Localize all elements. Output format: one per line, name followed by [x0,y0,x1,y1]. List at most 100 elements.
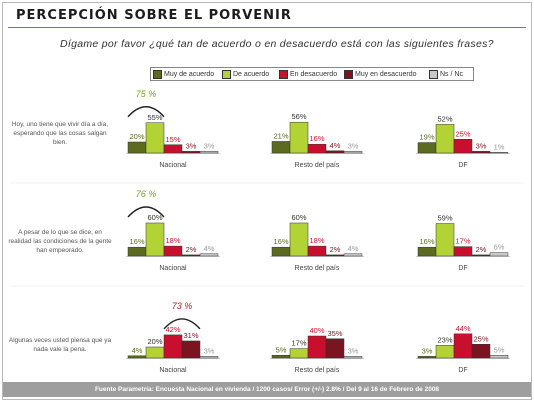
legend-label: Ns / Nc [440,70,463,78]
bar-value-label: 5% [276,345,287,354]
bar-value-label: 42% [165,325,180,334]
bar [471,254,491,257]
bar [289,121,309,154]
bar-value-label: 16% [129,237,144,246]
bar [181,254,201,257]
bar-value-label: 31% [183,331,198,340]
bar-value-label: 5% [494,345,505,354]
bar [271,355,291,359]
group-label: Resto del país [295,367,340,374]
bar [343,151,363,154]
legend-label: Muy en desacuerdo [355,70,417,78]
bar-value-label: 20% [147,337,162,346]
legend-label: En desacuerdo [290,70,338,78]
legend-swatch [222,69,231,79]
legend-item-ns-nc: Ns / Nc [429,69,463,79]
legend-item-de-acuerdo: De acuerdo [222,69,274,79]
group-label: DF [458,162,467,169]
bar-value-label: 16% [309,134,324,143]
bar-value-label: 3% [186,141,197,150]
bar [289,348,309,359]
bar-value-label: 18% [309,236,324,245]
survey-question: Dígame por favor ¿qué tan de acuerdo o e… [60,38,494,50]
bar-value-label: 4% [204,244,215,253]
bar [453,246,473,257]
bar [307,143,327,154]
annotation-arc [127,206,165,218]
annotation-total: 75 % [136,89,157,99]
legend-item-en-desacuerdo: En desacuerdo [279,69,339,79]
bar [199,253,219,257]
annotation-total: 76 % [136,189,157,199]
bar-value-label: 20% [129,132,144,141]
bar-value-label: 21% [273,131,288,140]
group-label: Nacional [159,367,187,374]
bar-value-label: 3% [348,346,359,355]
bar-value-label: 3% [348,141,359,150]
bar [163,245,183,257]
bar-value-label: 60% [291,213,306,222]
bar-value-label: 25% [473,334,488,343]
bar [435,124,455,154]
bar [343,253,363,257]
bar-value-label: 15% [165,135,180,144]
bar [289,222,309,257]
bar [271,141,291,154]
source-footer: Fuente Parametría: Encuesta Nacional en … [3,382,531,397]
row-label-3: Algunas veces usted piensa que ya nada v… [8,337,112,353]
bar-value-label: 17% [455,237,470,246]
bar [343,356,363,359]
group-label: DF [458,265,467,272]
group-label: Nacional [159,265,187,272]
bar [199,356,219,359]
bar [453,333,473,359]
bar-value-label: 16% [419,237,434,246]
legend-swatch [344,69,353,79]
bar-value-label: 23% [437,335,452,344]
bar [127,246,147,257]
bar [417,142,437,154]
bar [307,335,327,359]
bar-value-label: 25% [455,129,470,138]
group-label: Resto del país [295,265,340,272]
bar-value-label: 35% [327,329,342,338]
bar [127,141,147,154]
bar [145,122,165,154]
bar-value-label: 4% [330,141,341,150]
bar-value-label: 55% [147,113,162,122]
bar [163,334,183,359]
bar [489,355,509,359]
bar-value-label: 3% [422,346,433,355]
legend-item-muy-de-acuerdo: Muy de acuerdo [153,69,217,79]
bar [199,151,219,154]
bar [181,151,201,154]
bar [127,355,147,359]
legend-label: Muy de acuerdo [164,70,215,78]
bar-value-label: 4% [348,244,359,253]
row-label-2: A pesar de lo que se dice, en realidad l… [8,229,112,254]
bar [271,246,291,257]
bar-value-label: 19% [419,133,434,142]
bar [453,139,473,154]
legend-swatch [279,69,288,79]
bar [325,150,345,154]
row-label-1: Hoy, uno tiene que vivir día a día, espe… [11,121,109,146]
bar [417,356,437,359]
bar-value-label: 59% [437,214,452,223]
group-label: Resto del país [295,162,340,169]
bar-value-label: 3% [204,346,215,355]
bar-value-label: 16% [273,237,288,246]
group-label: Nacional [159,162,187,169]
bar-value-label: 6% [494,243,505,252]
annotation-arc [163,318,201,330]
bar [471,344,491,359]
legend-swatch [153,69,162,79]
bar [471,151,491,154]
bar [435,223,455,257]
bar-value-label: 56% [291,112,306,121]
bar [307,245,327,257]
group-label: DF [458,367,467,374]
bar [163,144,183,154]
bar-value-label: 3% [204,141,215,150]
